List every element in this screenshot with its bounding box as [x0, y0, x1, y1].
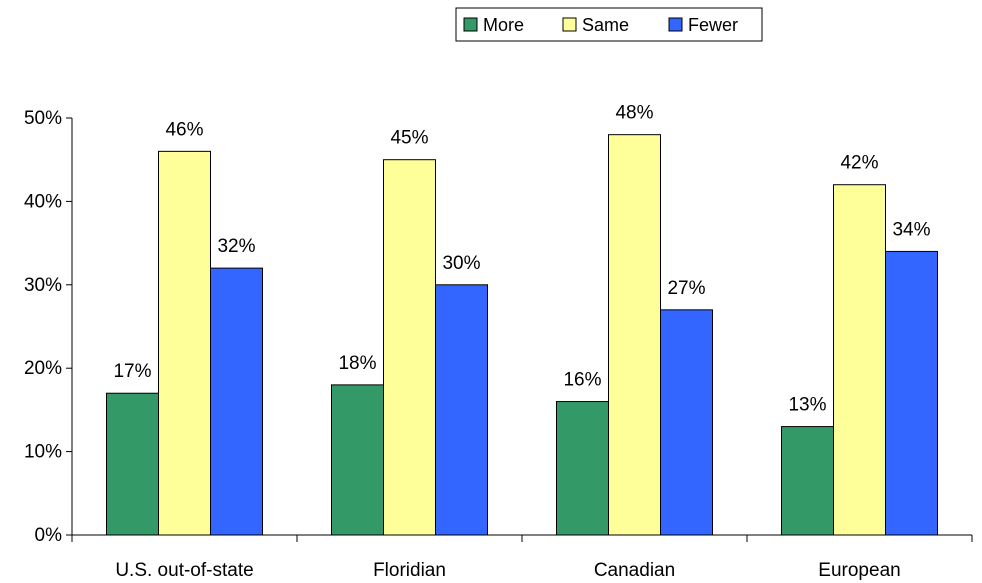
legend-label-more: More: [483, 15, 524, 35]
legend-swatch-more: [463, 17, 478, 32]
y-tick-label: 40%: [24, 191, 62, 212]
bar-fewer-u-s-out-of-state: [210, 267, 263, 536]
y-tick-label: 30%: [24, 275, 62, 296]
data-labels-group: 17% 46% 32% 18% 45% 30% 16% 48% 27% 13% 42% 34%: [113, 103, 930, 416]
bar-same-canadian: [608, 134, 661, 536]
legend: More Same Fewer: [455, 7, 763, 42]
y-tick-label: 20%: [24, 358, 62, 379]
bar-more-european: [781, 426, 834, 536]
data-label-fewer-canadian: 27%: [667, 278, 705, 299]
bar-same-floridian: [383, 159, 436, 536]
x-tick-label-canadian: Canadian: [594, 560, 675, 581]
bar-fewer-european: [885, 250, 938, 536]
bar-same-european: [833, 184, 886, 536]
legend-swatch-fewer: [668, 17, 683, 32]
bars-group: [106, 134, 938, 536]
x-tick-label-u-s-out-of-state: U.S. out-of-state: [115, 560, 253, 581]
bar-same-u-s-out-of-state: [158, 150, 211, 536]
bar-fewer-floridian: [435, 284, 488, 536]
bar-more-floridian: [331, 384, 384, 536]
data-label-more-european: 13%: [788, 395, 826, 416]
data-label-more-floridian: 18%: [338, 353, 376, 374]
y-tick-label: 10%: [24, 442, 62, 463]
data-label-fewer-u-s-out-of-state: 32%: [217, 236, 255, 257]
y-tick-label: 0%: [35, 525, 63, 546]
legend-box: [455, 7, 763, 42]
x-axis: U.S. out-of-state Floridian Canadian Europe…: [71, 534, 973, 581]
data-label-more-canadian: 16%: [563, 370, 601, 391]
legend-label-fewer: Fewer: [688, 15, 738, 35]
data-label-more-u-s-out-of-state: 17%: [113, 361, 151, 382]
legend-swatch-same: [562, 17, 577, 32]
data-label-fewer-floridian: 30%: [442, 253, 480, 274]
y-tick-label: 50%: [24, 108, 62, 129]
bar-more-canadian: [556, 401, 609, 536]
legend-label-same: Same: [582, 15, 629, 35]
x-tick-label-european: European: [818, 560, 900, 581]
bar-more-u-s-out-of-state: [106, 392, 159, 536]
bar-fewer-canadian: [660, 309, 713, 536]
y-axis: 0% 10% 20% 30% 40% 50%: [24, 108, 73, 546]
x-tick-label-floridian: Floridian: [373, 560, 446, 581]
data-label-same-u-s-out-of-state: 46%: [165, 119, 203, 140]
data-label-fewer-european: 34%: [892, 219, 930, 240]
data-label-same-floridian: 45%: [390, 128, 428, 149]
data-label-same-canadian: 48%: [615, 103, 653, 124]
data-label-same-european: 42%: [840, 153, 878, 174]
